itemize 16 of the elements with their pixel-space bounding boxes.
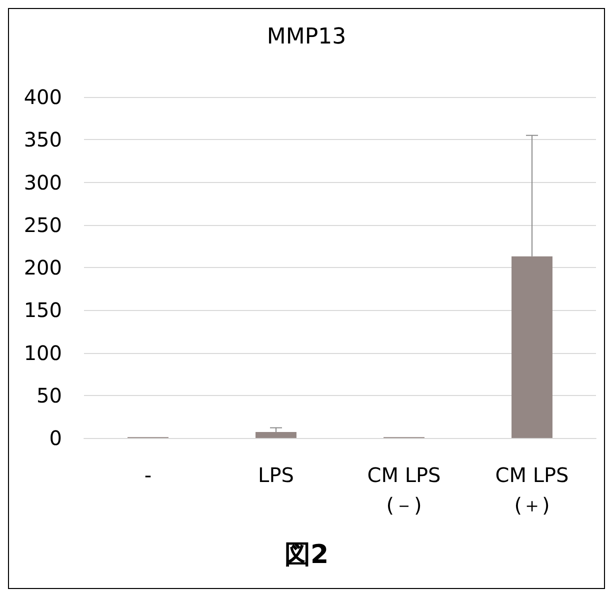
- y-tick-label: 400: [24, 85, 62, 109]
- x-tick-label: CM LPS (－): [367, 463, 441, 517]
- x-tick-label: CM LPS (＋): [495, 463, 569, 517]
- x-tick-label: -: [144, 463, 152, 487]
- caption: 図2: [284, 540, 329, 570]
- y-tick-label: 100: [24, 340, 62, 365]
- y-tick-label: 350: [24, 128, 62, 152]
- y-tick-label: 200: [24, 256, 62, 280]
- y-tick-label: 250: [24, 212, 62, 237]
- chart-title: MMP13: [266, 24, 346, 50]
- y-tick-label: 0: [49, 426, 62, 450]
- x-tick-label: LPS: [258, 463, 294, 487]
- y-tick-label: 150: [24, 298, 62, 322]
- bar: [256, 432, 296, 438]
- y-tick-label: 300: [24, 170, 62, 194]
- y-tick-label: 50: [36, 383, 62, 408]
